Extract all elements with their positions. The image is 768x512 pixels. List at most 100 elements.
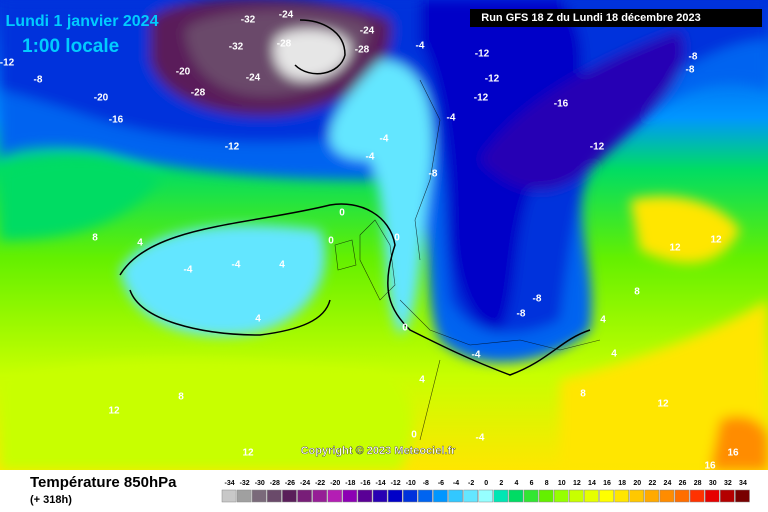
- scale-swatch: [387, 489, 403, 503]
- isotherm-label: -4: [472, 350, 481, 361]
- scale-label: -4: [453, 480, 459, 487]
- isotherm-label: 0: [402, 323, 408, 334]
- isotherm-label: 0: [328, 236, 334, 247]
- isotherm-label: -28: [277, 39, 292, 50]
- isotherm-label: 8: [634, 287, 640, 298]
- scale-label: -8: [423, 480, 429, 487]
- scale-swatch: [221, 489, 237, 503]
- isotherm-label: -24: [279, 10, 294, 21]
- isotherm-label: -12: [474, 93, 489, 104]
- scale-swatch: [433, 489, 448, 503]
- scale-swatch: [584, 489, 599, 503]
- isotherm-label: -24: [246, 73, 261, 84]
- isotherm-label: 8: [178, 392, 184, 403]
- scale-label: 30: [709, 480, 717, 487]
- scale-label: -32: [240, 480, 250, 487]
- scale-label: 10: [558, 480, 566, 487]
- isotherm-label: -4: [232, 260, 241, 271]
- scale-swatch: [720, 489, 735, 503]
- scale-swatch: [282, 489, 297, 503]
- isotherm-label: -28: [355, 45, 370, 56]
- scale-swatch: [553, 489, 569, 503]
- scale-label: 32: [724, 480, 732, 487]
- isotherm-label: 4: [137, 238, 143, 249]
- isotherm-label: 12: [669, 243, 681, 254]
- scale-swatch: [659, 489, 675, 503]
- scale-swatch: [402, 489, 418, 503]
- footer-title: Température 850hPa: [30, 474, 177, 491]
- scale-label: 34: [739, 480, 747, 487]
- scale-swatch: [297, 489, 312, 503]
- scale-label: -16: [360, 480, 370, 487]
- isotherm-label: -4: [184, 265, 193, 276]
- scale-label: -24: [300, 480, 310, 487]
- scale-label: -22: [315, 480, 325, 487]
- isotherm-label: 16: [727, 448, 739, 459]
- scale-label: 12: [573, 480, 581, 487]
- scale-label: -12: [391, 480, 401, 487]
- isotherm-label: 12: [108, 406, 120, 417]
- isotherm-label: -24: [360, 26, 375, 37]
- isotherm-label: 0: [339, 208, 345, 219]
- scale-swatch: [251, 489, 267, 503]
- scale-label: 2: [499, 480, 503, 487]
- isotherm-label: -8: [686, 65, 695, 76]
- scale-label: 8: [545, 480, 549, 487]
- isotherm-label: -12: [0, 58, 15, 69]
- scale-label: 14: [588, 480, 596, 487]
- scale-swatch: [614, 489, 629, 503]
- isotherm-label: -12: [475, 49, 490, 60]
- scale-swatch: [342, 489, 358, 503]
- scale-swatch: [674, 489, 690, 503]
- isotherm-label: -12: [590, 142, 605, 153]
- date-label: Lundi 1 janvier 2024: [6, 13, 159, 30]
- scale-swatch: [312, 489, 327, 503]
- map: Lundi 1 janvier 2024 1:00 locale Run GFS…: [0, 0, 768, 470]
- scale-label: -28: [270, 480, 280, 487]
- scale-label: 26: [679, 480, 687, 487]
- color-scale: -34 -32 -30 -28 -26 -24 -22 -20 -18 -16 -14 -12 -10-…: [221, 480, 750, 503]
- isotherm-label: -8: [34, 75, 43, 86]
- isotherm-label: 12: [242, 448, 254, 459]
- scale-swatch: [327, 489, 343, 503]
- isotherm-label: 4: [255, 314, 261, 325]
- isotherm-label: -28: [191, 88, 206, 99]
- scale-label: 20: [633, 480, 641, 487]
- scale-swatch: [523, 489, 539, 503]
- temperature-field: [0, 0, 768, 470]
- scale-label: 18: [618, 480, 626, 487]
- isotherm-label: 0: [394, 233, 400, 244]
- coastlines: [334, 79, 601, 441]
- scale-label: -30: [255, 480, 265, 487]
- isotherm-label: -16: [554, 99, 569, 110]
- scale-label: -2: [468, 480, 474, 487]
- time-label: 1:00 locale: [22, 36, 119, 57]
- scale-label: -18: [345, 480, 355, 487]
- isotherm-label: -8: [533, 294, 542, 305]
- isotherm-0: [119, 19, 591, 376]
- isotherm-label: -20: [94, 93, 109, 104]
- scale-swatch: [463, 489, 478, 503]
- scale-swatch: [689, 489, 705, 503]
- scale-label: -10: [406, 480, 416, 487]
- isotherm-label: 12: [710, 235, 722, 246]
- scale-swatch: [478, 489, 494, 503]
- scale-swatch: [735, 489, 750, 503]
- scale-swatch: [538, 489, 554, 503]
- scale-label: -6: [438, 480, 444, 487]
- scale-swatch: [372, 489, 388, 503]
- scale-swatch: [236, 489, 252, 503]
- scale-swatch: [629, 489, 645, 503]
- scale-swatch: [508, 489, 524, 503]
- isotherm-label: -4: [380, 134, 389, 145]
- isotherm-label: 4: [600, 315, 606, 326]
- isotherm-label: -8: [517, 309, 526, 320]
- isotherm-label: 0: [411, 430, 417, 441]
- isotherm-label: -4: [416, 41, 425, 52]
- scale-label: 24: [664, 480, 672, 487]
- scale-swatch: [267, 489, 282, 503]
- isotherm-label: -4: [476, 433, 485, 444]
- scale-swatch: [448, 489, 463, 503]
- scale-swatch: [644, 489, 660, 503]
